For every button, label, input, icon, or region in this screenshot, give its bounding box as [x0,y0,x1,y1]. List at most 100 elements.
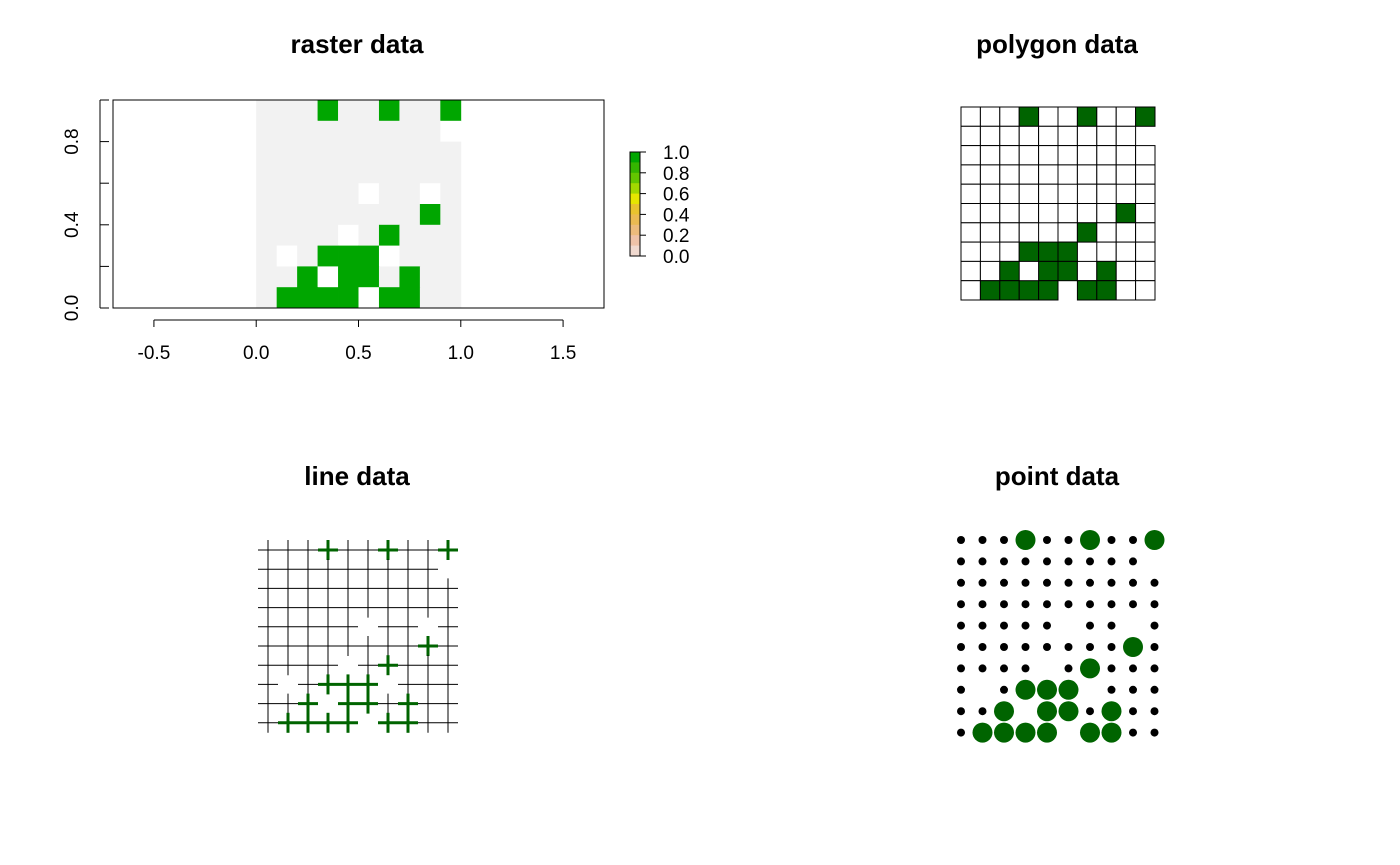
point-marker-highlight [1123,637,1143,657]
raster-cell [256,162,278,184]
raster-cell [419,162,441,184]
raster-cell [378,266,400,288]
point-marker [1129,728,1137,737]
point-marker [1086,707,1094,716]
polygon-cell [1115,125,1137,147]
raster-cell [297,100,318,122]
point-marker [1107,643,1116,651]
polygon-cell [1018,222,1040,243]
legend-label: 1.0 [663,143,689,164]
polygon-cell [979,106,1001,127]
legend-bar-frame [629,151,641,257]
polygon-cell [1115,260,1137,282]
raster-x-tick-label: 1.0 [448,343,474,364]
point-marker [1086,600,1094,609]
raster-cell [256,224,278,246]
point-marker [957,728,965,737]
point-marker [1064,643,1073,651]
point-panel: point data [957,461,1165,743]
polygon-cell [1096,145,1117,166]
raster-cell [358,266,380,288]
polygon-cell [999,125,1020,147]
polygon-cell [1135,222,1156,243]
point-marker [1064,664,1073,673]
point-marker [978,707,987,716]
point-marker [957,578,965,587]
point-marker [978,664,987,673]
raster-cell [276,183,298,205]
point-marker [978,600,987,609]
raster-cell [419,100,441,122]
polygon-cell [979,183,1001,204]
raster-cell [256,183,278,205]
raster-cell [317,245,339,267]
polygon-cell [1115,280,1137,301]
raster-cell [297,266,318,288]
legend-color-band [630,162,640,174]
raster-cell [419,224,441,246]
polygon-cell [1076,280,1098,301]
raster-cell [256,245,278,267]
point-marker-highlight [994,722,1014,743]
polygon-cell [1115,241,1137,262]
legend-color-band [630,172,640,184]
polygon-cell [999,260,1020,282]
polygon-cell [1076,183,1098,204]
raster-cell [317,141,339,163]
polygon-cell [1076,222,1098,243]
polygon-cell [1018,164,1040,185]
polygon-cell [960,241,981,262]
raster-cell [317,100,339,122]
polygon-cell [960,106,981,127]
point-marker [978,578,987,587]
polygon-cell [1057,203,1078,224]
raster-cell [358,141,380,163]
raster-title: raster data [291,29,424,59]
polygon-cell [979,280,1001,301]
raster-cell [358,162,380,184]
raster-cell [378,141,400,163]
raster-cell [419,245,441,267]
raster-cell [399,204,421,226]
line-cells [258,540,458,733]
line-panel: line data [258,461,458,733]
polygon-cell [999,203,1020,224]
point-marker [1021,643,1030,651]
point-marker-highlight [1037,722,1057,743]
polygon-cell [1115,203,1137,224]
polygon-cell [960,164,981,185]
point-marker [957,707,965,716]
raster-cell [440,141,462,163]
point-marker [1043,643,1051,651]
point-marker-highlight [1101,701,1122,722]
raster-cell [256,100,278,122]
raster-cell [256,287,278,309]
legend-label: 0.6 [663,185,689,206]
point-marker-highlight [1037,679,1057,700]
point-marker [1064,578,1073,587]
point-marker [1150,728,1159,737]
point-marker [957,664,965,673]
raster-cell [276,162,298,184]
raster-cells [256,100,462,309]
polygon-cell [1135,183,1156,204]
raster-cell [440,120,462,142]
raster-cell [419,183,441,205]
point-marker [1086,578,1094,587]
raster-cell [399,162,421,184]
raster-cell [338,141,359,163]
point-marker [1064,600,1073,609]
legend-color-band [630,235,640,247]
raster-y-axis: 0.0 0.4 0.8 [62,99,109,321]
polygon-cell [1018,241,1040,262]
raster-cell [440,266,462,288]
raster-cell [276,266,298,288]
polygon-cell [1057,164,1078,185]
raster-cell [297,224,318,246]
point-marker [1021,557,1030,566]
polygon-cell [1115,106,1137,127]
raster-cell [358,224,380,246]
point-marker-highlight [1058,679,1079,700]
point-marker-highlight [1101,722,1122,743]
polygon-cell [1135,260,1156,282]
